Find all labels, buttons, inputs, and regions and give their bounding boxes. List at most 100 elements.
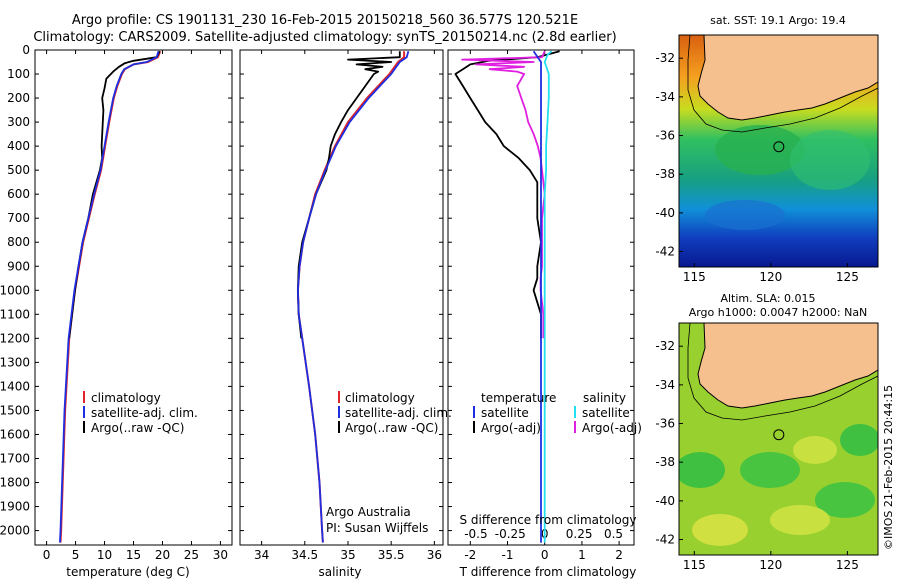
- y-tick-label: 1200: [0, 331, 30, 345]
- temperature-x-tick-label: 0: [43, 548, 51, 562]
- difference-series-s-satellite: [543, 50, 553, 543]
- map-y-tick-label: -32: [655, 339, 675, 353]
- y-tick-label: 700: [7, 211, 30, 225]
- y-tick-label: 1800: [0, 476, 30, 490]
- difference-s-tick-label: -0.25: [495, 527, 526, 541]
- map-y-tick-label: -38: [655, 455, 675, 469]
- y-tick-label: 200: [7, 91, 30, 105]
- temperature-x-tick-label: 15: [126, 548, 141, 562]
- y-tick-label: 400: [7, 139, 30, 153]
- difference-t-tick-label: -1: [502, 548, 514, 562]
- legend-label-argo: Argo(..raw -QC): [345, 421, 438, 435]
- difference-t-tick-label: 0: [541, 548, 549, 562]
- sla-patch: [740, 452, 800, 488]
- legend-label-t-argo: Argo(-adj): [481, 421, 541, 435]
- y-tick-label: 1700: [0, 451, 30, 465]
- legend-header-salinity: salinity: [583, 391, 626, 405]
- map-x-tick-label: 125: [836, 270, 859, 284]
- figure-title-line1: Argo profile: CS 1901131_230 16-Feb-2015…: [72, 13, 578, 28]
- temperature-panel-frame: [34, 49, 233, 546]
- difference-t-tick-label: -2: [464, 548, 476, 562]
- figure-title-line2: Climatology: CARS2009. Satellite-adjuste…: [33, 30, 616, 45]
- map-x-tick-label: 125: [836, 558, 859, 572]
- difference-series-t-argo: [454, 50, 560, 339]
- salinity-legend: climatology satellite-adj. clim. Argo(..…: [338, 391, 452, 435]
- legend-label-climatology: climatology: [345, 391, 415, 405]
- y-tick-label: 1900: [0, 500, 30, 514]
- sst-map: [679, 35, 878, 267]
- y-tick-label: 1500: [0, 403, 30, 417]
- map-y-tick-label: -42: [655, 245, 675, 259]
- sst-map-title: sat. SST: 19.1 Argo: 19.4: [710, 14, 846, 27]
- difference-s-xlabel: S difference from climatology: [460, 513, 637, 527]
- map-y-tick-label: -32: [655, 51, 675, 65]
- y-tick-label: 300: [7, 115, 30, 129]
- sla-map-frame: [678, 322, 879, 556]
- sst-green-patch: [790, 130, 870, 190]
- temperature-x-tick-label: 5: [72, 548, 80, 562]
- y-tick-label: 500: [7, 163, 30, 177]
- map-y-tick-label: -40: [655, 494, 675, 508]
- map-y-tick-label: -42: [655, 533, 675, 547]
- salinity-x-tick-label: 35.5: [378, 548, 405, 562]
- map-x-tick-label: 120: [759, 270, 782, 284]
- map-y-tick-label: -34: [655, 378, 675, 392]
- y-tick-label: 1600: [0, 427, 30, 441]
- map-x-tick-label: 115: [683, 558, 706, 572]
- salinity-series-climatology: [296, 51, 406, 543]
- sla-map-title-line1: Altim. SLA: 0.015: [720, 292, 815, 305]
- y-tick-label: 800: [7, 235, 30, 249]
- sla-map-title-line2: Argo h1000: 0.0047 h2000: NaN: [689, 306, 868, 319]
- map-y-tick-label: -38: [655, 167, 675, 181]
- sst-cool-patch: [705, 200, 785, 230]
- difference-series-s-argo: [461, 50, 546, 339]
- sst-map-axes: 115 120 125 -32 -34 -36 -38 -40 -42: [655, 51, 858, 284]
- salinity-x-tick-label: 35: [340, 548, 355, 562]
- temperature-plot: 0 5 10 15 20 25 30: [43, 50, 228, 562]
- temperature-series-climatology: [59, 50, 162, 543]
- sla-patch: [815, 482, 875, 518]
- temperature-x-tick-label: 30: [213, 548, 228, 562]
- legend-label-s-satellite: satellite: [582, 406, 630, 420]
- map-y-tick-label: -36: [655, 129, 675, 143]
- map-y-tick-label: -34: [655, 90, 675, 104]
- map-y-tick-label: -40: [655, 206, 675, 220]
- temperature-legend: climatology satellite-adj. clim. Argo(..…: [83, 391, 198, 435]
- map-y-tick-label: -36: [655, 417, 675, 431]
- pi-label: PI: Susan Wijffels: [326, 521, 428, 535]
- institution-label: Argo Australia: [326, 505, 411, 519]
- temperature-x-tick-label: 10: [97, 548, 112, 562]
- salinity-x-tick-label: 34.5: [291, 548, 318, 562]
- y-tick-label: 1300: [0, 355, 30, 369]
- difference-t-tick-label: 1: [578, 548, 586, 562]
- map-x-tick-label: 120: [759, 558, 782, 572]
- difference-legend: temperature salinity satellite Argo(-adj…: [473, 391, 642, 435]
- y-tick-label: 600: [7, 187, 30, 201]
- y-tick-label: 1400: [0, 379, 30, 393]
- sla-map-axes: 115 120 125 -32 -34 -36 -38 -40 -42: [655, 339, 858, 572]
- difference-s-tick-label: 0.5: [604, 527, 623, 541]
- salinity-x-tick-label: 36: [427, 548, 442, 562]
- legend-label-s-argo: Argo(-adj): [582, 421, 642, 435]
- difference-plot: -2 -1 0 1 2-0.5 -0.25 0 0.25 0.5: [454, 50, 623, 562]
- difference-t-tick-label: 2: [615, 548, 623, 562]
- salinity-plot: 34 34.5 35 35.5 36: [254, 50, 442, 562]
- sla-patch: [692, 514, 748, 546]
- difference-t-xlabel: T difference from climatology: [459, 565, 637, 579]
- sla-map: [679, 323, 878, 555]
- sla-patch: [840, 424, 878, 456]
- y-tick-label: 1100: [0, 307, 30, 321]
- y-tick-label: 900: [7, 259, 30, 273]
- salinity-series-satellite: [296, 50, 410, 543]
- legend-label-t-satellite: satellite: [481, 406, 529, 420]
- y-tick-label: 2000: [0, 524, 30, 538]
- temperature-x-tick-label: 20: [155, 548, 170, 562]
- y-tick-label: 0: [22, 43, 30, 57]
- legend-header-temperature: temperature: [481, 391, 556, 405]
- temperature-x-tick-label: 25: [184, 548, 199, 562]
- sla-patch: [770, 505, 830, 535]
- sst-contour: [687, 35, 878, 133]
- sst-warm-patch: [715, 125, 805, 175]
- salinity-x-tick-label: 34: [254, 548, 269, 562]
